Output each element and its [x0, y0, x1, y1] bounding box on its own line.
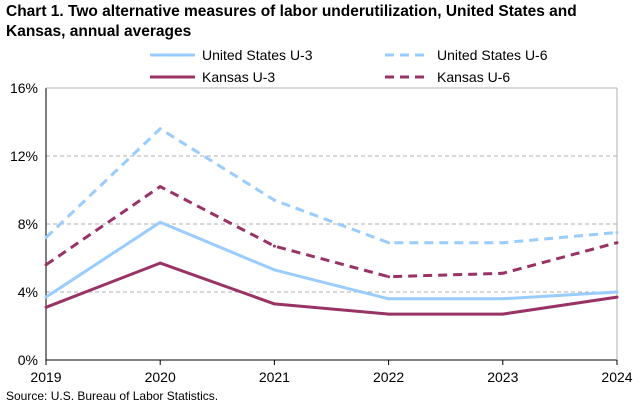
data-point	[501, 312, 505, 316]
y-tick-label: 4%	[18, 284, 38, 300]
data-point	[387, 297, 391, 301]
series-line-united-states-u-6	[44, 127, 618, 245]
series-line-kansas-u-3	[45, 261, 618, 316]
data-point	[615, 241, 619, 245]
legend-label: United States U-3	[202, 47, 313, 63]
data-point	[387, 241, 391, 245]
y-tick-label: 8%	[18, 216, 38, 232]
data-point	[44, 263, 48, 267]
data-point	[44, 305, 48, 309]
y-tick-label: 0%	[18, 352, 38, 368]
data-point	[272, 244, 276, 248]
data-point	[44, 295, 48, 299]
data-point	[501, 297, 505, 301]
x-tick-label: 2022	[373, 369, 404, 385]
data-point	[387, 275, 391, 279]
legend-label: United States U-6	[437, 47, 548, 63]
data-point	[272, 268, 276, 272]
y-tick-label: 16%	[10, 80, 38, 96]
data-point	[272, 302, 276, 306]
source-note: Source: U.S. Bureau of Labor Statistics.	[6, 389, 219, 403]
data-point	[158, 261, 162, 265]
data-point	[272, 198, 276, 202]
legend-label: Kansas U-6	[437, 69, 510, 85]
x-tick-label: 2023	[487, 369, 518, 385]
x-tick-label: 2021	[259, 369, 290, 385]
data-point	[44, 236, 48, 240]
x-tick-label: 2024	[601, 369, 632, 385]
data-point	[615, 295, 619, 299]
legend-label: Kansas U-3	[202, 69, 275, 85]
data-point	[158, 127, 162, 131]
series-line-kansas-u-6	[45, 185, 618, 279]
y-tick-label: 12%	[10, 148, 38, 164]
data-point	[501, 241, 505, 245]
data-point	[615, 290, 619, 294]
x-tick-label: 2020	[145, 369, 176, 385]
data-point	[158, 185, 162, 189]
series-line-united-states-u-3	[45, 220, 618, 301]
data-point	[501, 271, 505, 275]
x-tick-label: 2019	[30, 369, 61, 385]
chart-title: Chart 1. Two alternative measures of lab…	[6, 3, 577, 40]
data-point	[158, 220, 162, 224]
data-point	[615, 231, 619, 234]
data-point	[387, 312, 391, 316]
